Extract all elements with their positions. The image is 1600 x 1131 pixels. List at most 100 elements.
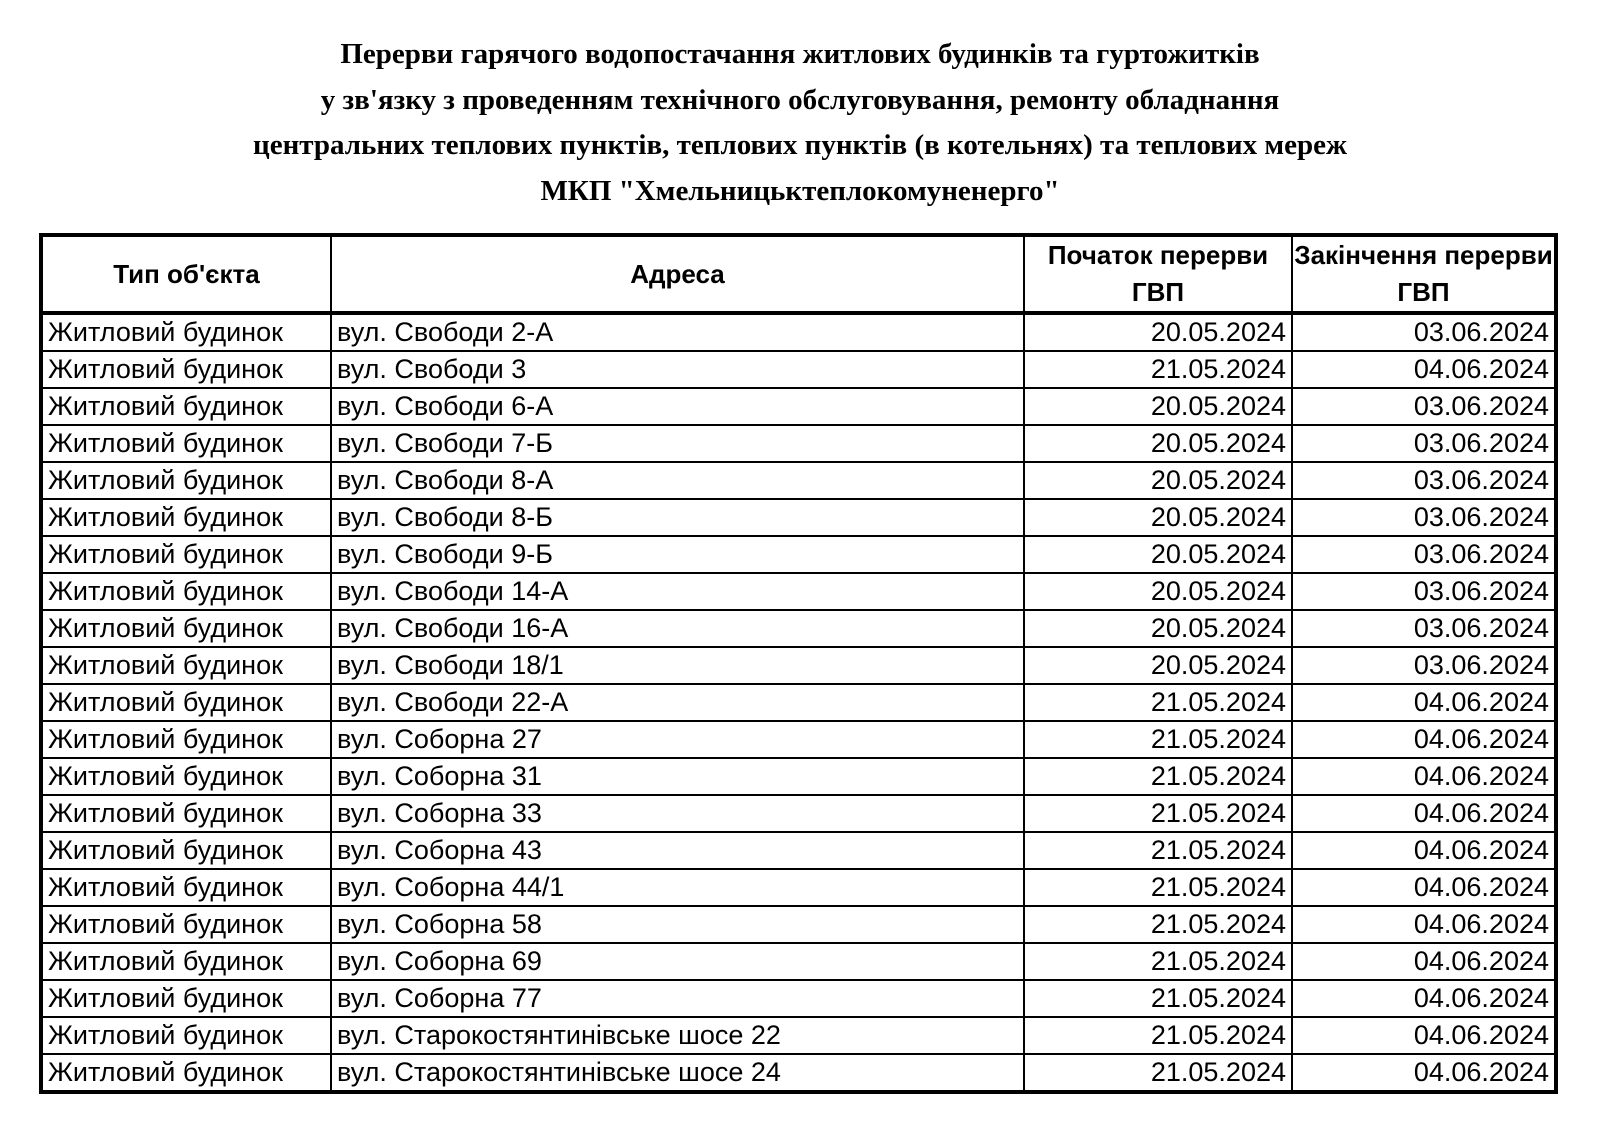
address-cell: вул. Свободи 18/1 — [330, 646, 1025, 685]
address-cell: вул. Свободи 7-Б — [330, 424, 1025, 463]
title-line: у зв'язку з проведенням технічного обслу… — [320, 83, 1280, 116]
address-cell: вул. Соборна 27 — [330, 720, 1025, 759]
end-date-cell: 04.06.2024 — [1291, 683, 1557, 722]
header-start: Початок перерви ГВП — [1023, 234, 1293, 315]
start-date-cell: 21.05.2024 — [1023, 942, 1293, 981]
table-row: Житловий будинок вул. Свободи 18/1 20.05.2… — [40, 646, 1557, 685]
table-row: Житловий будинок вул. Соборна 44/1 21.05.2… — [40, 868, 1557, 907]
table-row: Житловий будинок вул. Старокостянтинівськ… — [40, 1016, 1557, 1055]
end-date-cell: 04.06.2024 — [1291, 979, 1557, 1018]
address-cell: вул. Старокостянтинівське шосе 22 — [330, 1016, 1025, 1055]
outage-table: Тип об'єкта Адреса Початок перерви ГВП З… — [39, 233, 1558, 1094]
end-date-cell: 04.06.2024 — [1291, 942, 1557, 981]
end-date-cell: 03.06.2024 — [1291, 498, 1557, 537]
end-date-cell: 03.06.2024 — [1291, 387, 1557, 426]
object-type-cell: Житловий будинок — [40, 609, 332, 648]
table-row: Житловий будинок вул. Свободи 16-А 20.05.2… — [40, 609, 1557, 648]
address-cell: вул. Свободи 2-А — [330, 312, 1025, 352]
table-row: Житловий будинок вул. Соборна 43 21.05.202… — [40, 831, 1557, 870]
document-title: Перерви гарячого водопостачання житлових… — [0, 32, 1600, 214]
start-date-cell: 20.05.2024 — [1023, 312, 1293, 352]
object-type-cell: Житловий будинок — [40, 312, 332, 352]
end-date-cell: 03.06.2024 — [1291, 535, 1557, 574]
start-date-cell: 21.05.2024 — [1023, 1016, 1293, 1055]
address-cell: вул. Соборна 33 — [330, 794, 1025, 833]
table-row: Житловий будинок вул. Свободи 8-Б 20.05.20… — [40, 498, 1557, 537]
end-date-cell: 03.06.2024 — [1291, 572, 1557, 611]
start-date-cell: 20.05.2024 — [1023, 424, 1293, 463]
table-row: Житловий будинок вул. Соборна 27 21.05.202… — [40, 720, 1557, 759]
header-object-type: Тип об'єкта — [40, 234, 332, 315]
header-row: Тип об'єкта Адреса Початок перерви ГВП З… — [40, 234, 1557, 315]
title-line: центральних теплових пунктів, теплових п… — [253, 129, 1347, 161]
table-row: Житловий будинок вул. Старокостянтинівськ… — [40, 1053, 1557, 1093]
start-date-cell: 21.05.2024 — [1023, 683, 1293, 722]
table-row: Житловий будинок вул. Свободи 6-А 20.05.20… — [40, 387, 1557, 426]
start-date-cell: 20.05.2024 — [1023, 646, 1293, 685]
object-type-cell: Житловий будинок — [40, 350, 332, 389]
start-date-cell: 21.05.2024 — [1023, 350, 1293, 389]
table-row: Житловий будинок вул. Соборна 69 21.05.202… — [40, 942, 1557, 981]
end-date-cell: 04.06.2024 — [1291, 1016, 1557, 1055]
header-end: Закінчення перерви ГВП — [1291, 234, 1557, 315]
table-row: Житловий будинок вул. Свободи 3 21.05.2024… — [40, 350, 1557, 389]
address-cell: вул. Свободи 9-Б — [330, 535, 1025, 574]
start-date-cell: 21.05.2024 — [1023, 1053, 1293, 1093]
object-type-cell: Житловий будинок — [40, 387, 332, 426]
start-date-cell: 20.05.2024 — [1023, 387, 1293, 426]
address-cell: вул. Соборна 43 — [330, 831, 1025, 870]
object-type-cell: Житловий будинок — [40, 683, 332, 722]
start-date-cell: 20.05.2024 — [1023, 535, 1293, 574]
start-date-cell: 21.05.2024 — [1023, 868, 1293, 907]
object-type-cell: Житловий будинок — [40, 572, 332, 611]
address-cell: вул. Свободи 22-А — [330, 683, 1025, 722]
table-row: Житловий будинок вул. Свободи 22-А 21.05.2… — [40, 683, 1557, 722]
start-date-cell: 21.05.2024 — [1023, 905, 1293, 944]
object-type-cell: Житловий будинок — [40, 720, 332, 759]
end-date-cell: 03.06.2024 — [1291, 312, 1557, 352]
object-type-cell: Житловий будинок — [40, 498, 332, 537]
end-date-cell: 04.06.2024 — [1291, 868, 1557, 907]
start-date-cell: 20.05.2024 — [1023, 498, 1293, 537]
start-date-cell: 21.05.2024 — [1023, 794, 1293, 833]
object-type-cell: Житловий будинок — [40, 831, 332, 870]
address-cell: вул. Свободи 16-А — [330, 609, 1025, 648]
table-row: Житловий будинок вул. Соборна 77 21.05.202… — [40, 979, 1557, 1018]
object-type-cell: Житловий будинок — [40, 979, 332, 1018]
object-type-cell: Житловий будинок — [40, 535, 332, 574]
end-date-cell: 03.06.2024 — [1291, 646, 1557, 685]
header-address: Адреса — [330, 234, 1025, 315]
object-type-cell: Житловий будинок — [40, 757, 332, 796]
end-date-cell: 03.06.2024 — [1291, 609, 1557, 648]
title-line: МКП "Хмельницьктеплокомуненерго" — [540, 174, 1060, 207]
object-type-cell: Житловий будинок — [40, 646, 332, 685]
address-cell: вул. Соборна 58 — [330, 905, 1025, 944]
address-cell: вул. Свободи 3 — [330, 350, 1025, 389]
start-date-cell: 21.05.2024 — [1023, 831, 1293, 870]
table-row: Житловий будинок вул. Свободи 8-А 20.05.20… — [40, 461, 1557, 500]
object-type-cell: Житловий будинок — [40, 868, 332, 907]
object-type-cell: Житловий будинок — [40, 942, 332, 981]
address-cell: вул. Свободи 8-А — [330, 461, 1025, 500]
end-date-cell: 04.06.2024 — [1291, 905, 1557, 944]
title-line: Перерви гарячого водопостачання житлових… — [340, 38, 1260, 70]
start-date-cell: 20.05.2024 — [1023, 572, 1293, 611]
start-date-cell: 21.05.2024 — [1023, 720, 1293, 759]
end-date-cell: 04.06.2024 — [1291, 720, 1557, 759]
table-row: Житловий будинок вул. Свободи 14-А 20.05.2… — [40, 572, 1557, 611]
object-type-cell: Житловий будинок — [40, 905, 332, 944]
address-cell: вул. Свободи 6-А — [330, 387, 1025, 426]
table-row: Житловий будинок вул. Свободи 7-Б 20.05.20… — [40, 424, 1557, 463]
table-row: Житловий будинок вул. Свободи 9-Б 20.05.20… — [40, 535, 1557, 574]
end-date-cell: 04.06.2024 — [1291, 350, 1557, 389]
object-type-cell: Житловий будинок — [40, 424, 332, 463]
address-cell: вул. Соборна 69 — [330, 942, 1025, 981]
table-row: Житловий будинок вул. Соборна 58 21.05.202… — [40, 905, 1557, 944]
start-date-cell: 21.05.2024 — [1023, 757, 1293, 796]
address-cell: вул. Свободи 14-А — [330, 572, 1025, 611]
end-date-cell: 03.06.2024 — [1291, 461, 1557, 500]
start-date-cell: 21.05.2024 — [1023, 979, 1293, 1018]
end-date-cell: 04.06.2024 — [1291, 794, 1557, 833]
table-row: Житловий будинок вул. Свободи 2-А 20.05.20… — [40, 312, 1557, 352]
end-date-cell: 04.06.2024 — [1291, 757, 1557, 796]
